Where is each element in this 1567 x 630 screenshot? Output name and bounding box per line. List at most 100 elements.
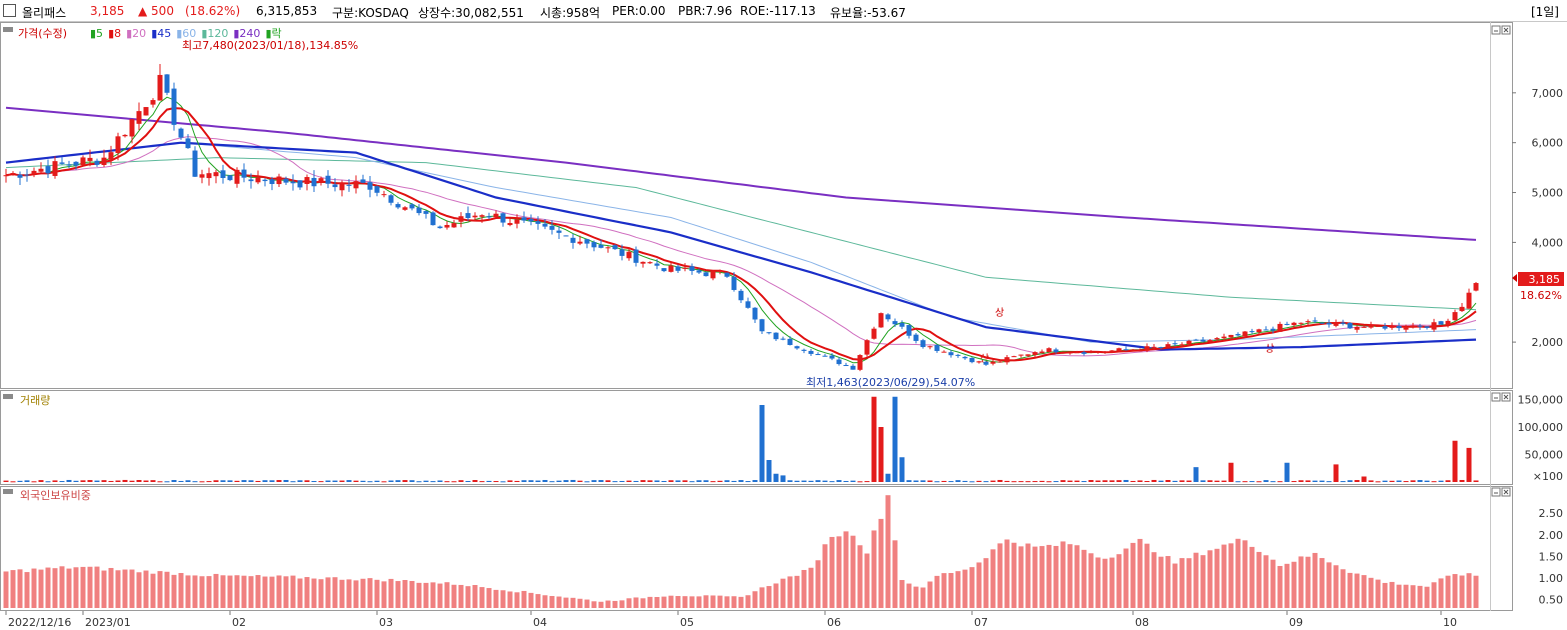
candle-body bbox=[1207, 340, 1213, 342]
candle-body bbox=[591, 242, 597, 248]
foreign-ratio-bar bbox=[479, 587, 485, 608]
candle-body bbox=[675, 266, 681, 271]
volume-bar bbox=[1060, 480, 1066, 482]
candle-body bbox=[1067, 352, 1073, 354]
foreign-ratio-bar bbox=[836, 536, 842, 608]
candle-body bbox=[892, 321, 898, 325]
panel-minimize-icon[interactable] bbox=[1491, 392, 1501, 402]
panel-menu-icon[interactable] bbox=[3, 394, 13, 399]
foreign-ratio-bar bbox=[1473, 575, 1479, 608]
foreign-ratio-bar bbox=[1312, 552, 1318, 608]
volume-bar bbox=[479, 481, 485, 483]
volume-bar bbox=[115, 480, 121, 482]
volume-bar bbox=[1130, 480, 1136, 482]
panel-close-icon[interactable] bbox=[1501, 487, 1511, 497]
candle-body bbox=[724, 272, 730, 277]
candle-body bbox=[1235, 334, 1241, 336]
foreign-ratio-bar bbox=[185, 575, 191, 608]
volume-bar bbox=[563, 480, 569, 482]
volume-bar bbox=[1319, 480, 1325, 482]
volume-bar bbox=[850, 480, 856, 482]
volume-bar bbox=[1165, 480, 1171, 482]
volume-bar bbox=[633, 480, 639, 482]
volume-bar bbox=[1333, 464, 1339, 482]
volume-bar bbox=[703, 480, 709, 482]
foreign-ratio-bar bbox=[500, 590, 506, 608]
select-checkbox[interactable] bbox=[3, 4, 16, 17]
volume-panel bbox=[0, 390, 1513, 485]
foreign-ratio-bar bbox=[969, 567, 975, 608]
volume-bar bbox=[1340, 481, 1346, 483]
time-axis-label: 07 bbox=[974, 616, 988, 629]
candle-body bbox=[584, 239, 590, 244]
candle-body bbox=[612, 245, 618, 250]
candle-body bbox=[976, 361, 982, 363]
volume-bar bbox=[1074, 480, 1080, 482]
foreign-ratio-bar bbox=[752, 591, 758, 608]
foreign-ratio-bar bbox=[220, 575, 226, 608]
foreign-ratio-bar bbox=[1039, 546, 1045, 608]
foreign-ratio-bar bbox=[297, 578, 303, 608]
foreign-ratio-bar bbox=[507, 591, 513, 608]
candle-body bbox=[1445, 320, 1451, 325]
candle-body bbox=[969, 357, 975, 363]
candle-body bbox=[773, 332, 779, 340]
panel-minimize-icon[interactable] bbox=[1491, 487, 1501, 497]
volume-bar bbox=[1186, 480, 1192, 482]
foreign-ratio-bar bbox=[199, 576, 205, 608]
candle-body bbox=[1228, 334, 1234, 338]
candle-body bbox=[115, 136, 121, 154]
candle-body bbox=[731, 276, 737, 290]
foreign-axis-label: 1.50 bbox=[1539, 550, 1564, 563]
foreign-ratio-bar bbox=[1445, 575, 1451, 608]
candle-body bbox=[836, 359, 842, 365]
candle-body bbox=[857, 355, 863, 370]
volume-bar bbox=[640, 480, 646, 482]
volume-bar bbox=[682, 480, 688, 482]
volume-bar bbox=[1277, 481, 1283, 483]
candle-body bbox=[1368, 324, 1374, 328]
candle-body bbox=[220, 170, 226, 179]
volume-bar bbox=[598, 480, 604, 482]
foreign-ratio-bar bbox=[353, 580, 359, 608]
foreign-ratio-bar bbox=[1375, 579, 1381, 608]
candle-body bbox=[843, 365, 849, 367]
foreign-ratio-bar bbox=[1151, 552, 1157, 608]
candle-body bbox=[297, 180, 303, 188]
volume-bar bbox=[668, 480, 674, 482]
volume-bar bbox=[45, 481, 51, 483]
candle-body bbox=[388, 195, 394, 203]
foreign-ratio-bar bbox=[381, 581, 387, 608]
foreign-ratio-bar bbox=[1221, 544, 1227, 608]
candle-body bbox=[31, 170, 37, 175]
period-selector[interactable]: [1일] bbox=[1530, 5, 1559, 19]
foreign-ratio-bar bbox=[787, 576, 793, 608]
stock-name[interactable]: 올리패스 bbox=[22, 6, 67, 20]
candle-body bbox=[1312, 320, 1318, 322]
volume-bar bbox=[1466, 447, 1472, 482]
foreign-ratio-bar bbox=[339, 579, 345, 608]
panel-minimize-icon[interactable] bbox=[1491, 25, 1501, 35]
foreign-ratio-bar bbox=[878, 518, 884, 608]
ma240-line bbox=[5, 106, 1477, 241]
trade-volume: 6,315,853 bbox=[256, 4, 318, 18]
candle-body bbox=[703, 272, 709, 277]
foreign-ratio-bar bbox=[815, 560, 821, 608]
volume-bar bbox=[318, 481, 324, 483]
volume-bar bbox=[31, 481, 37, 483]
panel-close-icon[interactable] bbox=[1501, 392, 1511, 402]
foreign-ratio-bar bbox=[1116, 554, 1122, 608]
panel-menu-icon[interactable] bbox=[3, 27, 13, 32]
volume-bar bbox=[1039, 480, 1045, 482]
volume-bar bbox=[1361, 476, 1367, 482]
panel-close-icon[interactable] bbox=[1501, 25, 1511, 35]
volume-bar bbox=[493, 481, 499, 483]
foreign-ratio-bar bbox=[1410, 585, 1416, 608]
volume-bar bbox=[192, 481, 198, 483]
panel-menu-icon[interactable] bbox=[3, 489, 13, 494]
candle-body bbox=[1151, 346, 1157, 348]
volume-bar bbox=[1102, 480, 1108, 482]
volume-bar bbox=[731, 480, 737, 482]
volume-bar bbox=[647, 480, 653, 482]
candle-body bbox=[500, 213, 506, 223]
